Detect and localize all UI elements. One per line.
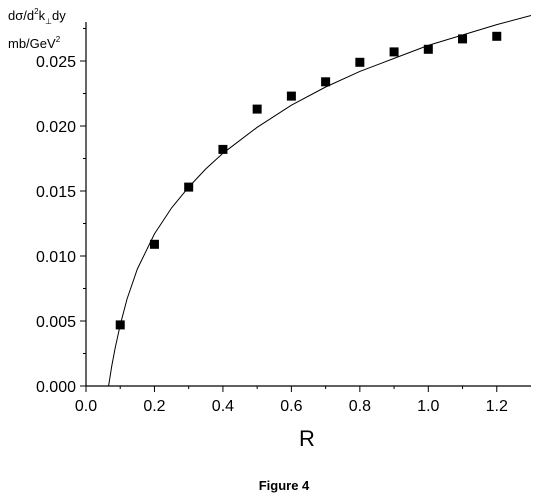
y-axis-label-line2: mb/GeV2 xyxy=(8,35,61,51)
y-tick-label: 0.015 xyxy=(36,184,76,201)
y-tick-label: 0.025 xyxy=(36,54,76,71)
data-point xyxy=(184,182,194,192)
data-point xyxy=(218,144,228,154)
y-tick-label: 0.020 xyxy=(36,119,76,136)
x-tick-label: 0.6 xyxy=(280,398,302,415)
y-tick-label: 0.000 xyxy=(36,379,76,396)
data-point xyxy=(252,104,262,114)
data-point xyxy=(458,34,468,44)
data-point xyxy=(149,239,159,249)
plot-area: 0.0 0.2 0.4 0.6 0.8 1.0 1.2 0.000 0.005 0.010 0.01… xyxy=(36,15,532,415)
data-point xyxy=(423,44,433,54)
x-axis-label: R xyxy=(299,426,315,451)
figure-caption: Figure 4 xyxy=(259,478,310,493)
data-point xyxy=(355,57,365,67)
x-tick-label: 0.8 xyxy=(349,398,371,415)
x-tick-label: 0.0 xyxy=(75,398,97,415)
x-tick-label: 1.0 xyxy=(417,398,439,415)
data-point xyxy=(321,77,331,87)
y-tick-label: 0.005 xyxy=(36,314,76,331)
x-tick-label: 1.2 xyxy=(486,398,508,415)
data-point xyxy=(492,31,502,41)
x-tick-label: 0.2 xyxy=(143,398,165,415)
data-point xyxy=(389,47,399,57)
data-point xyxy=(286,91,296,101)
y-tick-label: 0.010 xyxy=(36,249,76,266)
data-point xyxy=(115,320,125,330)
x-tick-label: 0.4 xyxy=(212,398,234,415)
y-axis-label-line1: dσ/d2k⊥dy xyxy=(8,7,66,26)
